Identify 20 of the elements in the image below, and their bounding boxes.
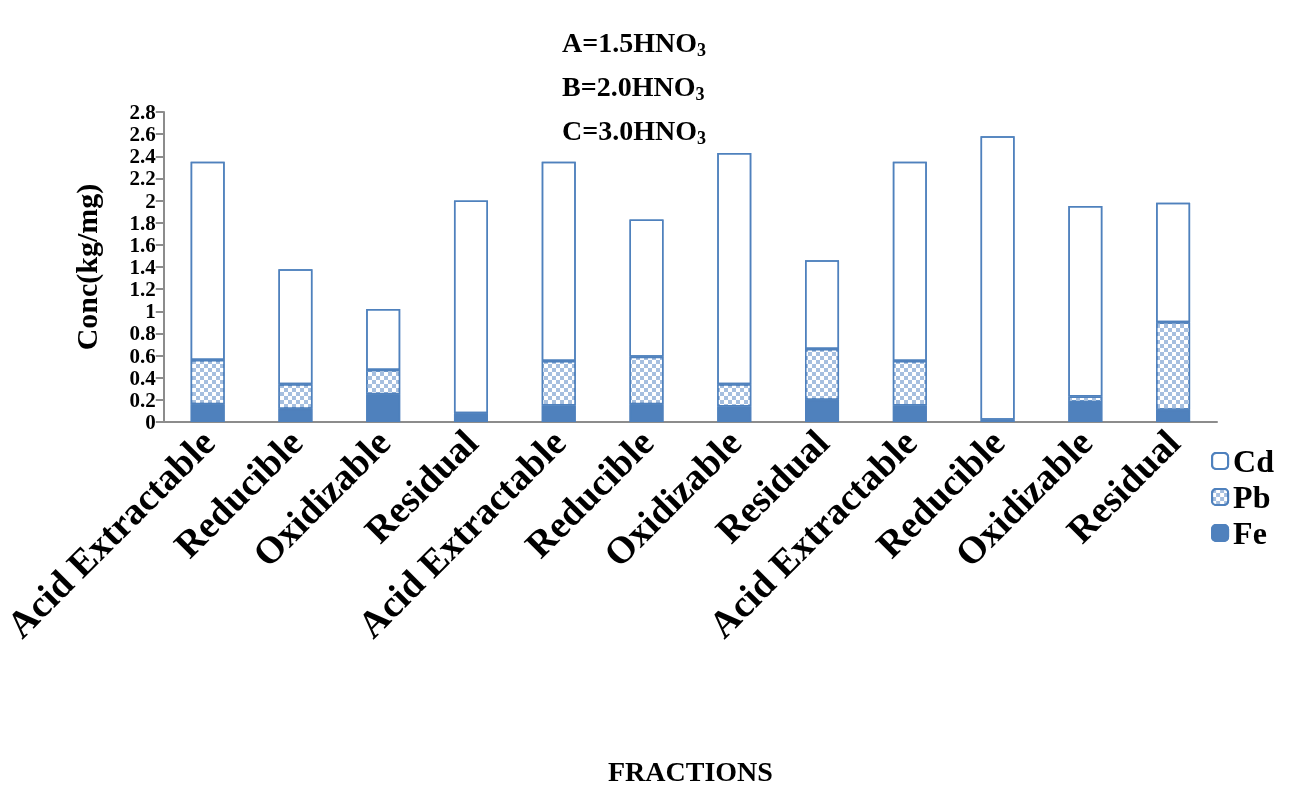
- y-tick-label: 0.2: [129, 387, 156, 412]
- y-tick-label: 1.8: [129, 210, 156, 235]
- y-tick-label: 1.2: [129, 277, 156, 302]
- y-tick-label: 1: [145, 299, 156, 324]
- y-tick-label: 1.6: [129, 232, 156, 257]
- y-tick-label: 2.8: [129, 100, 156, 124]
- y-tick-label: 2.4: [129, 144, 157, 169]
- y-tick-label: 2.6: [129, 122, 156, 147]
- legend-label: Pb: [1233, 479, 1271, 515]
- y-tick-label: 0.4: [129, 365, 157, 390]
- y-tick-label: 0.6: [129, 343, 156, 368]
- y-axis-title: Conc(kg/mg): [70, 183, 105, 351]
- legend-label: Cd: [1233, 443, 1275, 479]
- legend-label: Fe: [1233, 515, 1267, 551]
- x-axis-title: FRACTIONS: [607, 755, 773, 787]
- y-tick-label: 0.8: [129, 321, 156, 346]
- y-tick-label: 1.4: [129, 255, 157, 279]
- y-tick-label: 0: [145, 410, 156, 434]
- y-tick-label: 2.2: [129, 166, 156, 191]
- y-tick-label: 2: [145, 188, 156, 213]
